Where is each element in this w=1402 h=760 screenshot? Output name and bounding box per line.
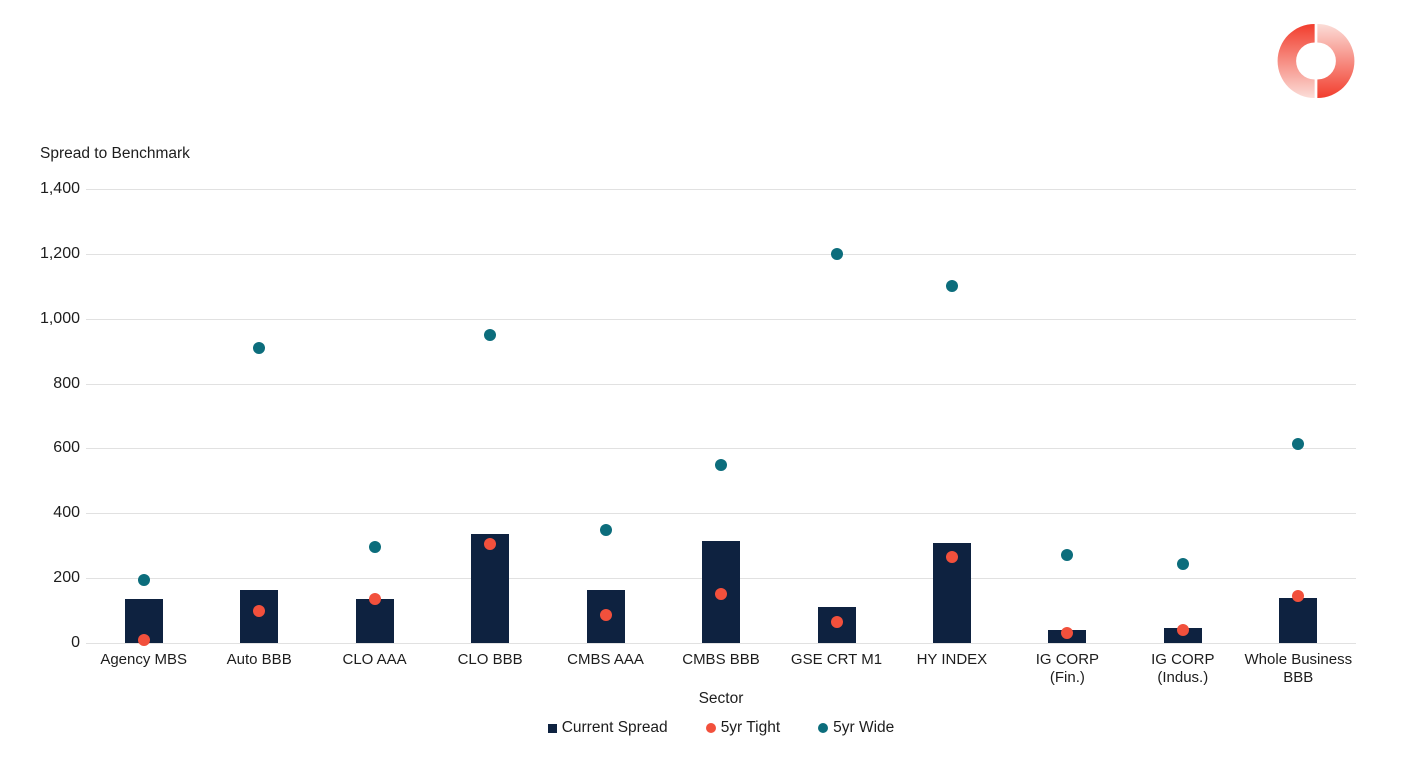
five-yr-tight-dot: [599, 609, 612, 622]
five-yr-tight-dot: [368, 593, 381, 606]
five-yr-wide-dot: [599, 523, 612, 536]
five-yr-wide-dot: [1061, 549, 1074, 562]
gridline: [86, 318, 1356, 320]
legend-label-5yr-wide: 5yr Wide: [833, 719, 895, 736]
five-yr-tight-marker-icon: [705, 723, 716, 733]
five-yr-tight-dot: [137, 633, 150, 646]
x-axis-tick-line: (Fin.): [1049, 668, 1085, 686]
current-spread-bar: [355, 599, 394, 643]
legend-item-current-spread: Current Spread: [547, 719, 668, 737]
gridline: [86, 189, 1356, 190]
x-axis-tick-line: (Indus.): [1157, 668, 1209, 686]
legend-item-5yr-wide: 5yr Wide: [818, 719, 894, 737]
x-axis-tick-line: CLO AAA: [342, 651, 407, 668]
x-axis-tick-label: CLO BBB: [425, 651, 555, 669]
y-axis-tick-label: 1,200: [39, 244, 80, 262]
x-axis-tick-label: HY INDEX: [887, 651, 1017, 669]
x-axis-tick-line: IG CORP: [1035, 651, 1100, 668]
five-yr-tight-dot: [1292, 590, 1305, 602]
y-axis-tick-label: 1,400: [39, 180, 80, 197]
x-axis-title: Sector: [698, 690, 744, 707]
five-yr-wide-dot: [484, 328, 497, 341]
five-yr-wide-marker-icon: [818, 723, 829, 733]
x-axis-tick-label: GSE CRT M1: [772, 651, 902, 669]
five-yr-tight-dot: [715, 588, 727, 601]
x-axis-tick-line: HY INDEX: [916, 651, 988, 668]
x-axis-tick-line: BBB: [1283, 668, 1314, 686]
five-yr-wide-dot: [253, 341, 266, 354]
five-yr-tight-dot: [253, 604, 266, 617]
x-axis-tick-line: GSE CRT M1: [790, 651, 883, 668]
gridline: [86, 253, 1356, 255]
x-axis-tick-label: Auto BBB: [194, 651, 324, 669]
x-axis-tick-line: Agency MBS: [100, 651, 188, 668]
legend-label-current-spread: Current Spread: [561, 719, 668, 736]
legend-label-5yr-tight: 5yr Tight: [720, 719, 781, 736]
gridline: [86, 383, 1356, 385]
five-yr-wide-dot: [830, 247, 843, 260]
x-axis-tick-line: CLO BBB: [457, 651, 523, 668]
current-spread-bar: [1279, 597, 1318, 643]
gridline: [86, 513, 1356, 515]
x-axis-tick-label: CMBS AAA: [541, 651, 671, 669]
five-yr-wide-dot: [137, 573, 150, 586]
x-axis-tick-line: Whole Business: [1244, 651, 1353, 668]
y-axis-tick-label: 400: [53, 504, 80, 522]
legend-item-5yr-tight: 5yr Tight: [705, 719, 781, 737]
x-axis-tick-label: Whole Business BBB: [1233, 651, 1363, 686]
five-yr-wide-dot: [1292, 437, 1305, 450]
y-axis-tick-label: 0: [71, 634, 80, 651]
five-yr-tight-dot: [484, 538, 497, 551]
legend: Current Spread 5yr Tight 5yr Wide: [86, 719, 1356, 737]
x-axis-tick-label: IG CORP (Fin.): [1002, 651, 1132, 686]
x-axis-tick-label: CLO AAA: [310, 651, 440, 669]
y-axis-tick-label: 200: [53, 569, 80, 587]
x-axis-tick-line: IG CORP: [1151, 651, 1215, 668]
donut-logo-icon: [1277, 23, 1355, 99]
gridline: [86, 643, 1356, 644]
current-spread-marker-icon: [547, 723, 557, 733]
x-axis-tick-line: CMBS BBB: [682, 651, 760, 668]
y-axis-tick-label: 1,000: [39, 309, 80, 327]
five-yr-wide-dot: [715, 458, 727, 471]
chart-title: Spread to Benchmark: [40, 145, 190, 162]
five-yr-tight-dot: [945, 551, 958, 564]
x-axis-tick-line: CMBS AAA: [567, 651, 644, 668]
x-axis-tick-line: Auto BBB: [226, 651, 292, 668]
five-yr-tight-dot: [1176, 624, 1189, 636]
x-axis-tick-label: IG CORP (Indus.): [1118, 651, 1248, 686]
y-axis-tick-label: 800: [53, 374, 80, 392]
x-axis-tick-label: CMBS BBB: [656, 651, 786, 669]
brand-logo: [1277, 22, 1355, 100]
x-axis-tick-label: Agency MBS: [79, 651, 209, 669]
five-yr-wide-dot: [368, 541, 381, 554]
five-yr-tight-dot: [1061, 627, 1074, 640]
five-yr-tight-dot: [830, 615, 843, 628]
gridline: [86, 448, 1356, 450]
current-spread-bar: [471, 534, 510, 643]
y-axis-tick-label: 600: [53, 439, 80, 457]
five-yr-wide-dot: [945, 280, 958, 293]
five-yr-wide-dot: [1176, 557, 1189, 570]
